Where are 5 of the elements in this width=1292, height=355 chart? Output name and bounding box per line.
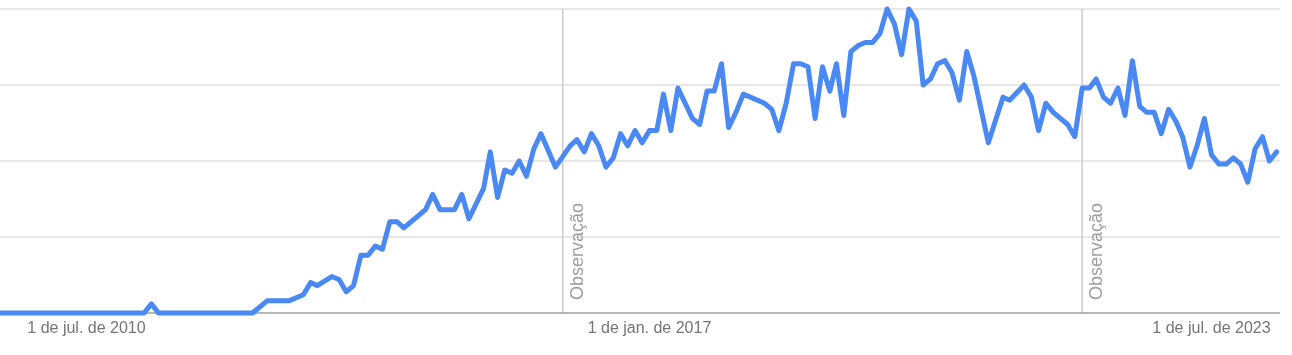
x-tick-label: 1 de jan. de 2017 xyxy=(587,319,712,336)
ref-line-label: Observação xyxy=(1086,202,1107,300)
x-tick-label: 1 de jul. de 2010 xyxy=(27,319,146,336)
ref-line-label: Observação xyxy=(566,202,587,300)
x-tick-label: 1 de jul. de 2023 xyxy=(1152,319,1271,336)
